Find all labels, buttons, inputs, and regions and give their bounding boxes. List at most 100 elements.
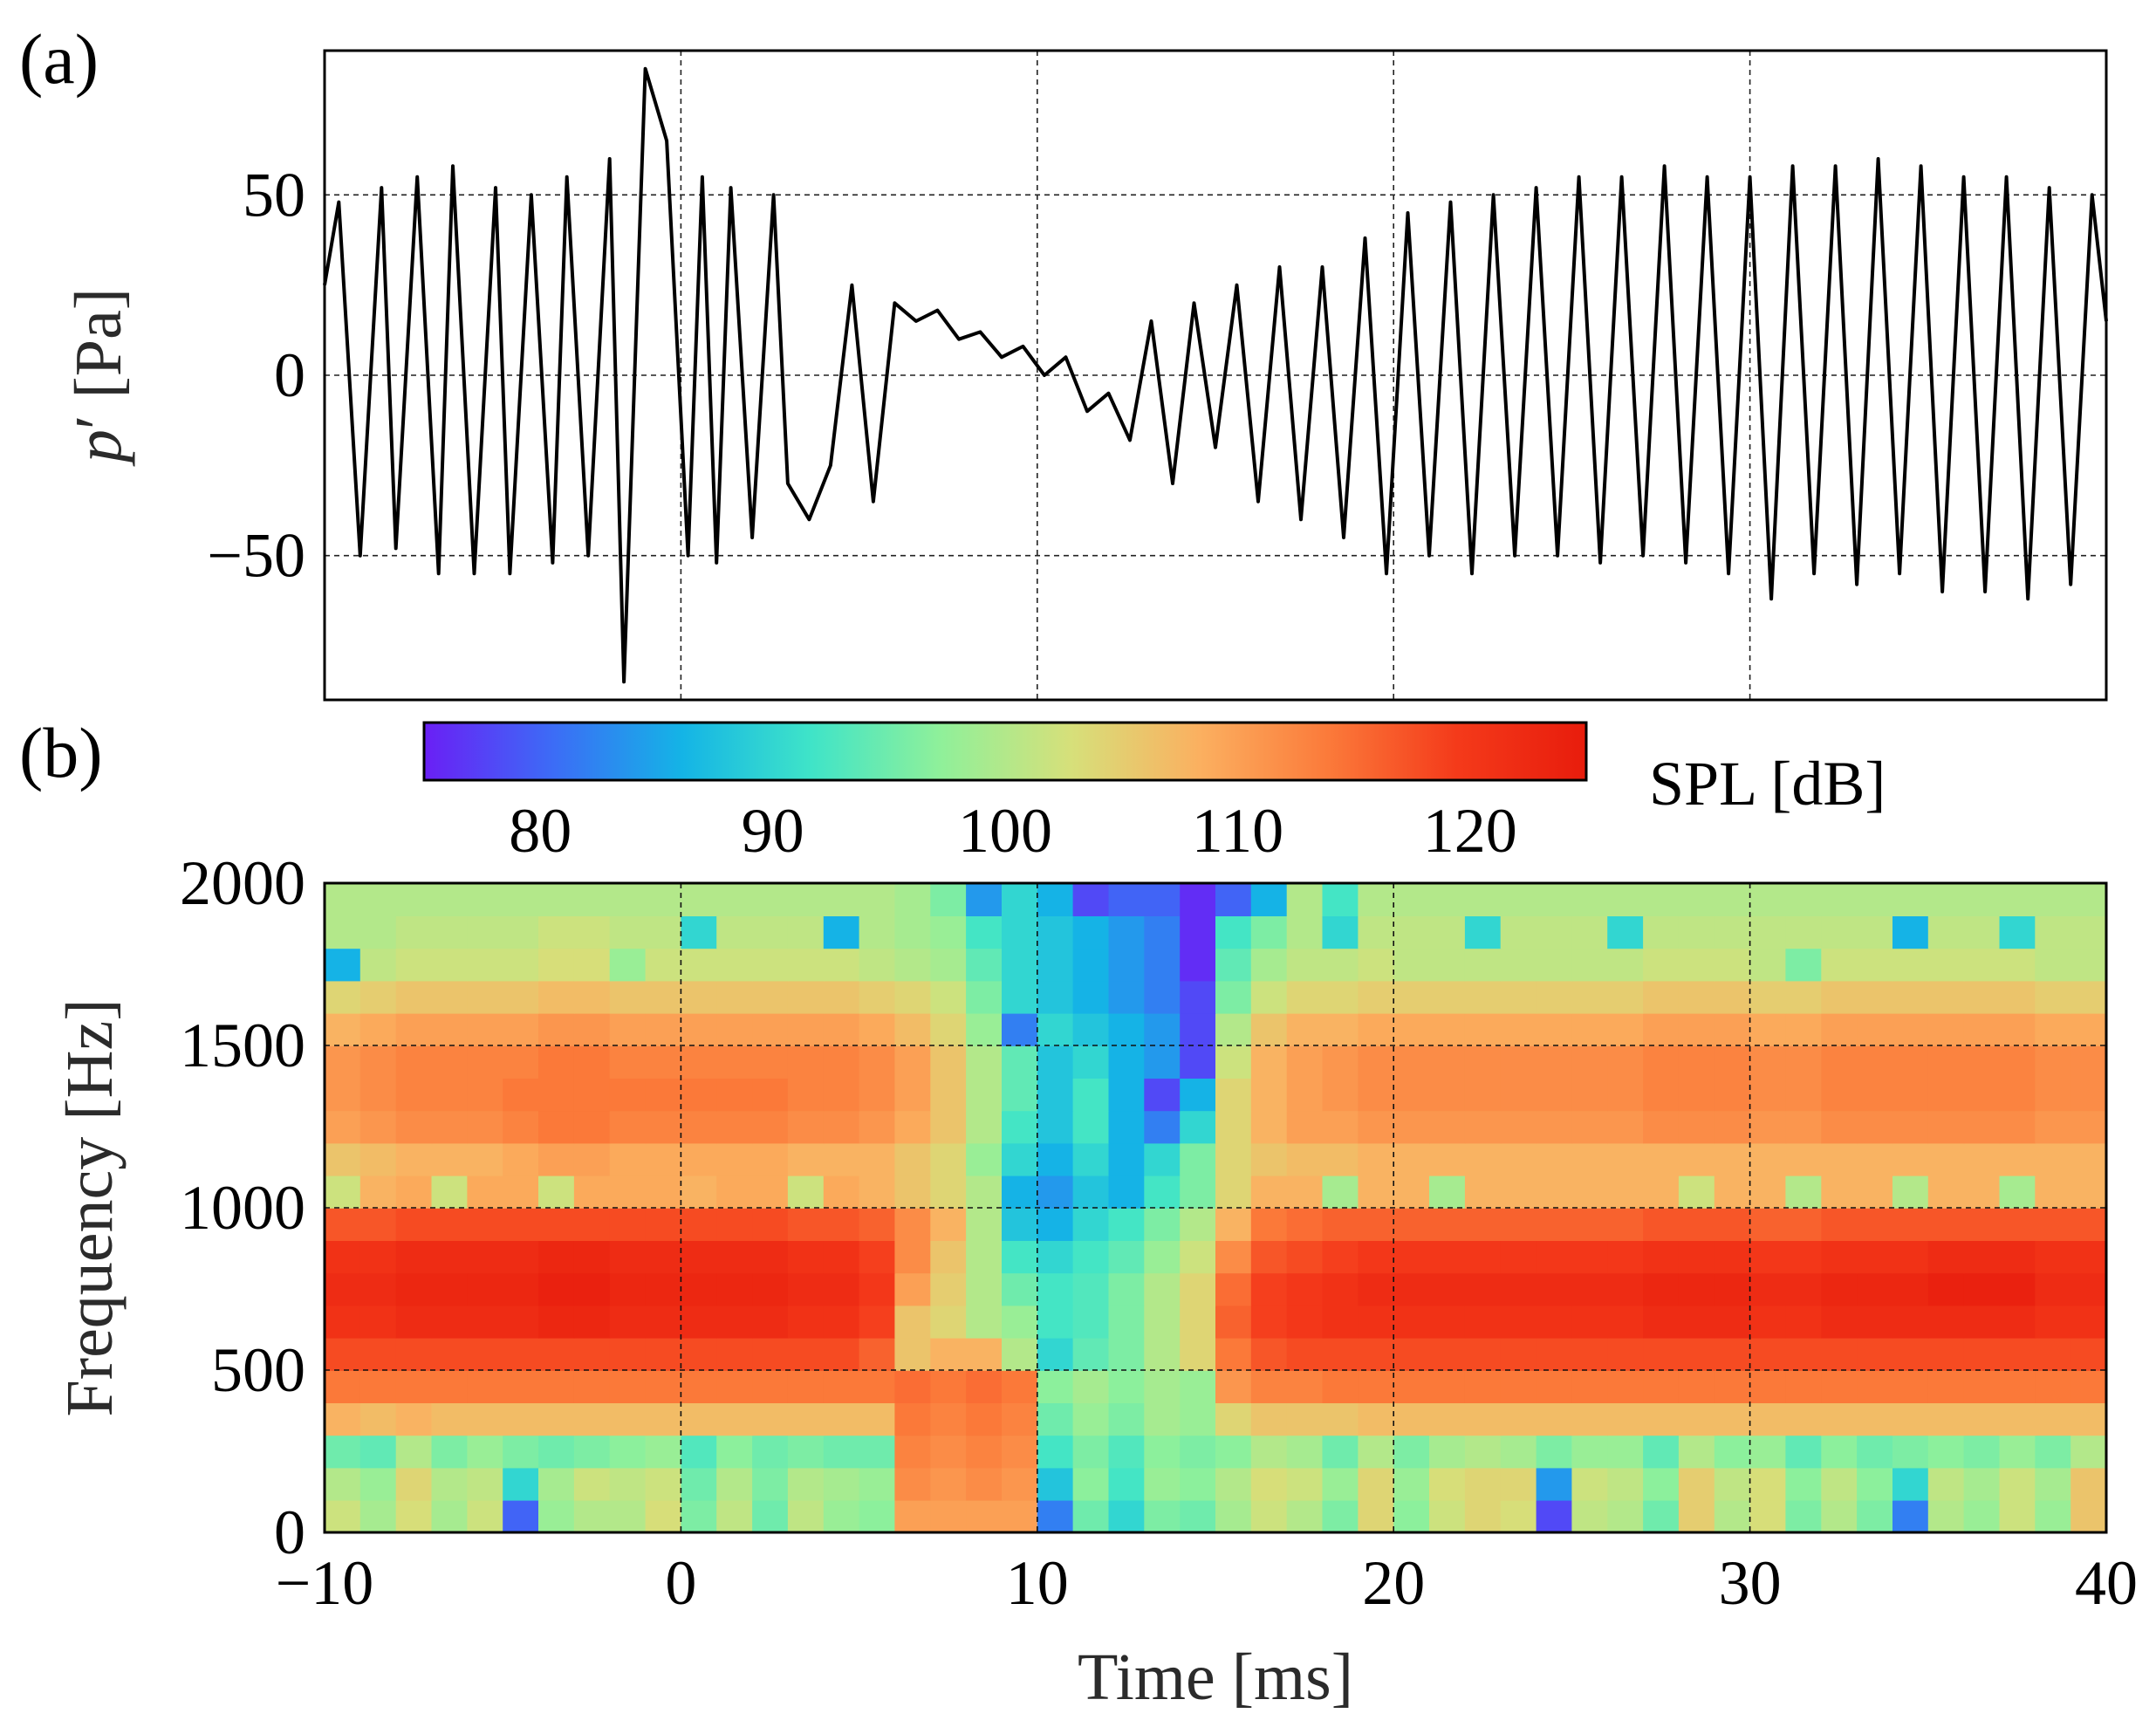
heatmap-cell (752, 1499, 789, 1533)
heatmap-cell (1037, 1467, 1074, 1501)
heatmap-cell (1999, 1370, 2036, 1403)
heatmap-cell (1286, 1370, 1324, 1403)
heatmap-cell (1607, 1208, 1644, 1241)
heatmap-cell (359, 1045, 397, 1079)
heatmap-cell (787, 1272, 825, 1306)
heatmap-cell (859, 1240, 896, 1274)
heatmap-cell (1714, 1012, 1751, 1046)
heatmap-cell (1144, 1337, 1181, 1371)
panel-a-label: (a) (19, 19, 99, 99)
heatmap-cell (1571, 980, 1608, 1014)
heatmap-cell (395, 1078, 433, 1112)
heatmap-cell (966, 1045, 1003, 1079)
heatmap-cell (1821, 1305, 1858, 1339)
heatmap-cell (1785, 1272, 1822, 1306)
heatmap-cell (1892, 980, 1929, 1014)
heatmap-cell (573, 948, 611, 982)
heatmap-cell (573, 915, 611, 949)
heatmap-cell (859, 915, 896, 949)
heatmap-cell (1286, 1078, 1324, 1112)
heatmap-cell (325, 1337, 361, 1371)
heatmap-cell (1215, 1110, 1252, 1144)
heatmap-cell (2035, 883, 2071, 916)
heatmap-cell (1322, 883, 1359, 916)
heatmap-cell (1821, 1272, 1858, 1306)
heatmap-cell (1714, 1175, 1751, 1209)
heatmap-cell (1536, 1337, 1573, 1371)
heatmap-cell (1358, 948, 1394, 982)
heatmap-cell (359, 1337, 397, 1371)
heatmap-cell (1500, 948, 1537, 982)
heatmap-cell (1072, 1240, 1110, 1274)
heatmap-cell (1358, 915, 1394, 949)
heatmap-cell (2035, 1467, 2071, 1501)
heatmap-cell (609, 1078, 647, 1112)
heatmap-cell (431, 1370, 469, 1403)
heatmap-cell (1892, 1435, 1929, 1469)
heatmap-cell (467, 1175, 503, 1209)
heatmap-cell (966, 1012, 1003, 1046)
heatmap-cell (645, 1175, 682, 1209)
heatmap-cell (823, 1110, 860, 1144)
heatmap-cell (1963, 1467, 2001, 1501)
heatmap-cell (1429, 1045, 1466, 1079)
heatmap-cell (325, 1045, 361, 1079)
heatmap-cell (2070, 1045, 2107, 1079)
heatmap-cell (1037, 980, 1074, 1014)
heatmap-cell (1286, 1240, 1324, 1274)
heatmap-cell (894, 1305, 931, 1339)
heatmap-cell (1215, 1142, 1252, 1176)
heatmap-cell (1144, 1110, 1181, 1144)
heatmap-cell (1215, 1045, 1252, 1079)
heatmap-cell (609, 1370, 647, 1403)
heatmap-cell (1322, 1045, 1359, 1079)
heatmap-cell (645, 1012, 682, 1046)
heatmap-cell (1180, 948, 1216, 982)
heatmap-cell (2070, 1499, 2107, 1533)
heatmap-cell (1108, 1337, 1146, 1371)
heatmap-cell (716, 948, 753, 982)
heatmap-cell (573, 980, 611, 1014)
heatmap-cell (930, 1337, 967, 1371)
heatmap-cell (1607, 1402, 1644, 1436)
heatmap-cell (1749, 1078, 1787, 1112)
heatmap-cell (1749, 1110, 1787, 1144)
heatmap-cell (1286, 915, 1324, 949)
heatmap-cell (1571, 1370, 1608, 1403)
heatmap-cell (1785, 1142, 1822, 1176)
heatmap-cell (1749, 1467, 1787, 1501)
heatmap-cell (1429, 1337, 1466, 1371)
heatmap-cell (359, 1240, 397, 1274)
heatmap-cell (1892, 1499, 1929, 1533)
heatmap-cell (1358, 1435, 1394, 1469)
heatmap-cell (930, 1467, 967, 1501)
heatmap-cell (1215, 1499, 1252, 1533)
heatmap-cell (467, 1305, 503, 1339)
heatmap-cell (1144, 1208, 1181, 1241)
colorbar-tick-label: 90 (742, 796, 804, 866)
heatmap-cell (1464, 1305, 1502, 1339)
heatmap-cell (1393, 883, 1430, 916)
heatmap-cell (1037, 1370, 1074, 1403)
heatmap-cell (609, 915, 647, 949)
heatmap-cell (645, 1078, 682, 1112)
ylabel-prime: ′ (62, 415, 135, 430)
heatmap-cell (1002, 1272, 1038, 1306)
heatmap-cell (1678, 1078, 1715, 1112)
heatmap-cell (1714, 1337, 1751, 1371)
heatmap-cell (1250, 1402, 1288, 1436)
heatmap-cell (1002, 1045, 1038, 1079)
panel-a-ytick-label: 50 (243, 160, 305, 230)
heatmap-cell (859, 1110, 896, 1144)
heatmap-cell (1536, 1499, 1573, 1533)
heatmap-cell (1037, 1012, 1074, 1046)
heatmap-cell (1821, 980, 1858, 1014)
heatmap-cell (823, 1467, 860, 1501)
heatmap-cell (609, 883, 647, 916)
panel-b-ytick-label: 1000 (180, 1173, 305, 1243)
heatmap-cell (1536, 948, 1573, 982)
heatmap-cell (681, 1435, 717, 1469)
heatmap-cell (1643, 1305, 1680, 1339)
heatmap-cell (1108, 1045, 1146, 1079)
heatmap-cell (1643, 1142, 1680, 1176)
